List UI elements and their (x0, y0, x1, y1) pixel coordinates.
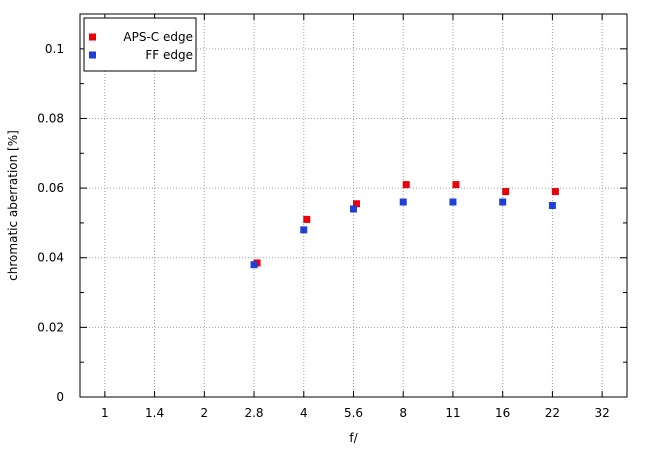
y-tick-label: 0.02 (37, 320, 64, 334)
legend-swatch-ff-edge (89, 51, 96, 59)
data-point-aps-c-edge (303, 215, 311, 223)
data-point-ff-edge (449, 198, 457, 206)
y-tick-label: 0.08 (37, 111, 64, 125)
data-point-ff-edge (300, 226, 308, 234)
x-tick-label: 32 (594, 406, 609, 420)
y-tick-label: 0.04 (37, 251, 64, 265)
legend-swatch-aps-c-edge (89, 33, 96, 41)
legend-label-aps-c-edge: APS-C edge (123, 30, 193, 44)
data-point-ff-edge (499, 198, 507, 206)
data-point-ff-edge (250, 261, 258, 269)
data-point-aps-c-edge (551, 188, 559, 196)
y-tick-labels: 0 0.02 0.04 0.06 0.08 0.1 (37, 42, 64, 404)
data-markers (250, 181, 559, 269)
x-tick-label: 8 (399, 406, 407, 420)
x-tick-labels: 1 1.4 2 2.8 4 5.6 8 11 16 22 32 (101, 406, 610, 420)
data-point-aps-c-edge (353, 200, 360, 208)
x-tick-label: 4 (300, 406, 308, 420)
data-point-aps-c-edge (452, 181, 460, 189)
x-tick-label: 16 (495, 406, 510, 420)
x-tick-label: 2 (200, 406, 208, 420)
x-tick-label: 5.6 (344, 406, 363, 420)
x-tick-label: 1 (101, 406, 109, 420)
x-axis-title: f/ (349, 431, 358, 445)
data-point-ff-edge (548, 202, 556, 209)
data-point-ff-edge (399, 198, 407, 206)
x-tick-label: 1.4 (145, 406, 164, 420)
x-tick-label: 22 (545, 406, 560, 420)
legend-box (83, 17, 197, 72)
data-point-ff-edge (350, 205, 357, 213)
data-point-aps-c-edge (402, 181, 410, 189)
y-tick-label: 0.1 (45, 42, 64, 56)
x-tick-label: 11 (445, 406, 460, 420)
plot-frame (79, 13, 628, 398)
x-tick-label: 2.8 (244, 406, 263, 420)
y-axis-title: chromatic aberration [%] (6, 130, 20, 281)
y-tick-label: 0 (56, 390, 64, 404)
y-tick-label: 0.06 (37, 181, 64, 195)
legend-label-ff-edge: FF edge (145, 48, 193, 62)
grid (80, 14, 627, 397)
legend: APS-C edge FF edge (83, 17, 197, 72)
data-point-aps-c-edge (502, 188, 510, 196)
